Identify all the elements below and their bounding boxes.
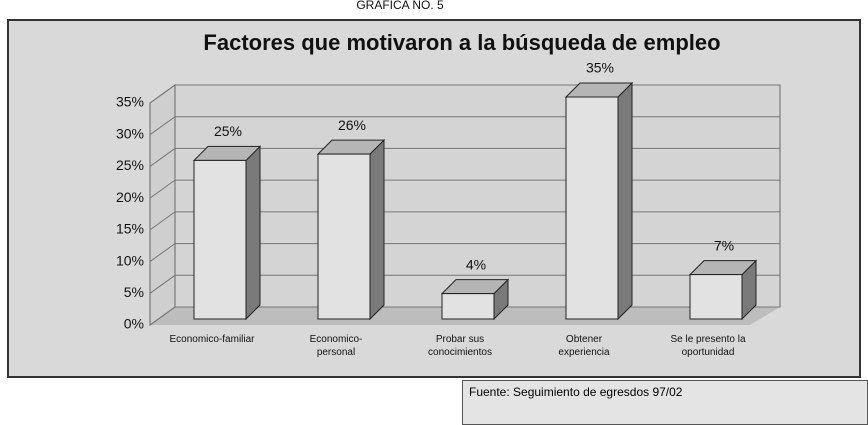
y-tick-label: 30%: [116, 125, 144, 141]
data-label: 35%: [586, 60, 614, 76]
bar-side: [369, 138, 385, 321]
x-tick-label: Obtener experiencia: [558, 334, 610, 358]
footnote: Fuente: Seguimiento de egresdos 97/02: [462, 380, 868, 425]
y-tick-label: 35%: [116, 94, 144, 110]
bar: [441, 293, 495, 320]
y-tick-label: 5%: [124, 284, 144, 300]
y-tick-label: 25%: [116, 157, 144, 173]
y-tick-label: 20%: [116, 189, 144, 205]
page-title: GRAFICA NO. 5: [356, 0, 444, 12]
y-tick-label: 10%: [116, 252, 144, 268]
x-tick-label: Se le presento la oportunidad: [670, 334, 746, 358]
data-label: 4%: [466, 256, 486, 272]
data-label: 7%: [714, 237, 734, 253]
y-tick-label: 0%: [124, 316, 144, 332]
bar: [689, 274, 743, 320]
bar: [565, 96, 619, 320]
y-tick-label: 15%: [116, 221, 144, 237]
back-wall: [174, 84, 781, 308]
x-tick-label: Economico-familiar: [169, 334, 255, 345]
bar-side: [617, 81, 633, 321]
chart: GRAFICA NO. 5 Factores que motivaron a l…: [7, 0, 861, 378]
bar: [193, 159, 247, 320]
chart-title: Factores que motivaron a la búsqueda de …: [203, 30, 720, 55]
x-tick-label: Economico-personal: [309, 334, 363, 358]
bar: [317, 153, 371, 320]
x-tick-label: Probar sus conocimientos: [428, 334, 492, 358]
bar-side: [245, 145, 261, 321]
data-label: 26%: [338, 117, 366, 133]
data-label: 25%: [214, 123, 242, 139]
side-wall: [149, 84, 176, 326]
